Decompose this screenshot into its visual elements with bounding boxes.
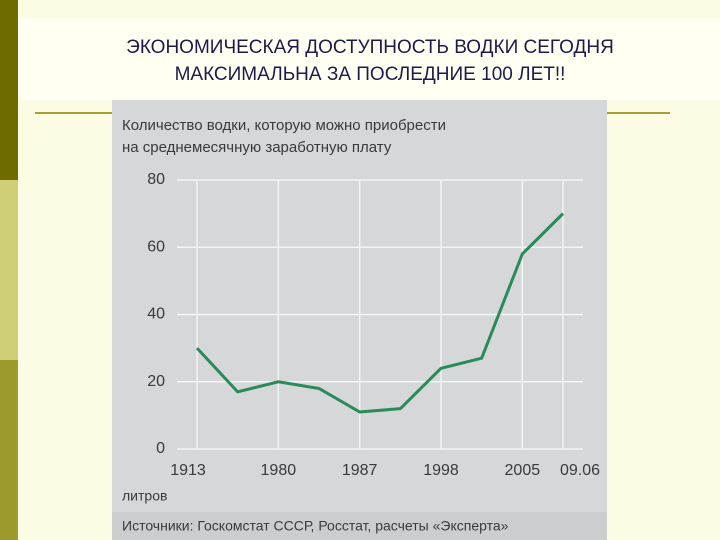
y-tick-label: 80 <box>147 171 165 188</box>
chart-title: на среднемесячную заработную плату <box>122 139 392 156</box>
y-tick-label: 60 <box>147 238 165 255</box>
data-line <box>195 212 565 414</box>
source-strip <box>112 512 607 540</box>
side-bar <box>0 0 18 180</box>
y-tick-label: 40 <box>147 306 165 323</box>
y-tick-label: 0 <box>156 440 165 457</box>
x-tick-label: 1987 <box>342 462 378 479</box>
x-tick-label: 1980 <box>261 462 297 479</box>
plot: 0 20 40 60 80 1913 1980 1987 1998 2005 09.06 <box>147 171 600 479</box>
y-tick-label: 20 <box>147 373 165 390</box>
y-unit: литров <box>122 488 167 504</box>
slide-title: МАКСИМАЛЬНА ЗА ПОСЛЕДНИЕ 100 ЛЕТ!! <box>175 64 566 85</box>
x-tick-label: 1913 <box>170 462 206 479</box>
side-bar <box>0 180 18 360</box>
x-tick-label: 09.06 <box>560 462 600 479</box>
slide-title: ЭКОНОМИЧЕСКАЯ ДОСТУПНОСТЬ ВОДКИ СЕГОДНЯ <box>126 37 614 58</box>
title-area <box>18 18 720 100</box>
x-tick-label: 1998 <box>423 462 459 479</box>
side-bar <box>0 360 18 540</box>
source: Источники: Госкомстат СССР, Росстат, рас… <box>122 518 509 534</box>
chart-title: Количество водки, которую можно приобрес… <box>122 117 446 134</box>
x-tick-label: 2005 <box>505 462 541 479</box>
